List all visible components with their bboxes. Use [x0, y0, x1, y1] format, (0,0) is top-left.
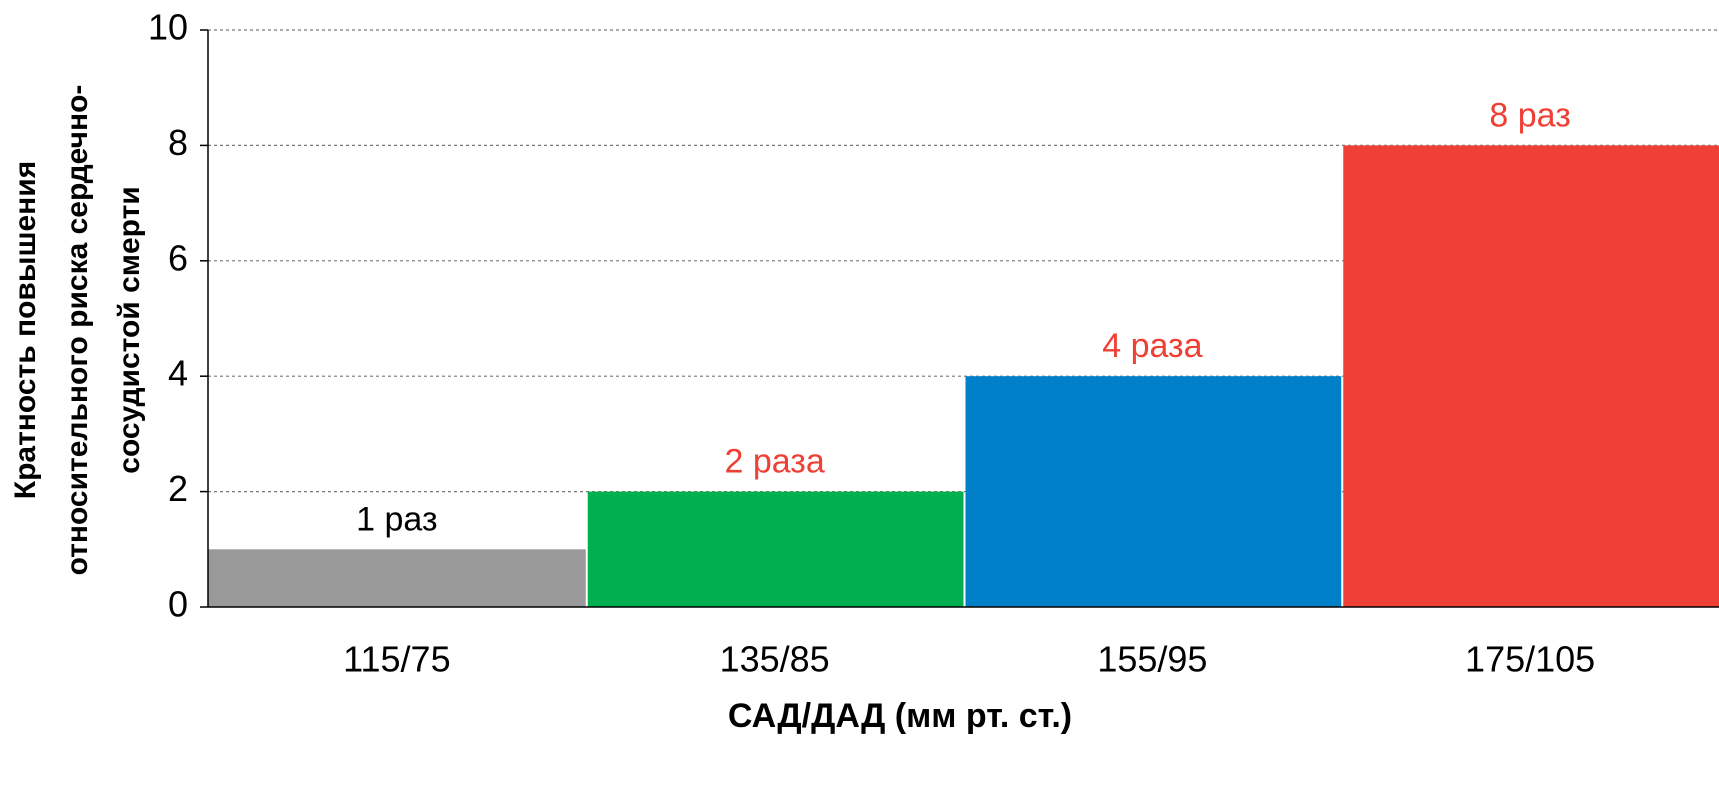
- x-tick-label: 135/85: [720, 639, 830, 680]
- bar: [1343, 145, 1719, 607]
- value-label: 4 раза: [1102, 327, 1202, 365]
- y-tick-label: 2: [168, 468, 188, 509]
- y-tick-label: 8: [168, 122, 188, 163]
- bar: [965, 376, 1342, 607]
- x-tick-label: 155/95: [1097, 639, 1207, 680]
- value-label: 2 раза: [724, 443, 824, 481]
- x-axis-label: САД/ДАД (мм рт. ст.): [728, 697, 1072, 735]
- y-tick-label: 10: [148, 7, 188, 48]
- y-axis-label: относительного риска сердечно-: [61, 85, 94, 576]
- x-tick-label: 175/105: [1465, 639, 1595, 680]
- y-tick-label: 0: [168, 584, 188, 625]
- value-label: 1 раз: [356, 500, 437, 538]
- x-tick-label: 115/75: [343, 639, 450, 680]
- value-label: 8 раз: [1489, 96, 1570, 134]
- y-axis-label: Кратность повышения: [9, 161, 42, 499]
- y-tick-label: 6: [168, 237, 188, 278]
- bar: [587, 491, 964, 607]
- bar: [208, 549, 586, 607]
- y-tick-label: 4: [168, 353, 188, 394]
- y-axis-label: сосудистой смерти: [113, 186, 146, 473]
